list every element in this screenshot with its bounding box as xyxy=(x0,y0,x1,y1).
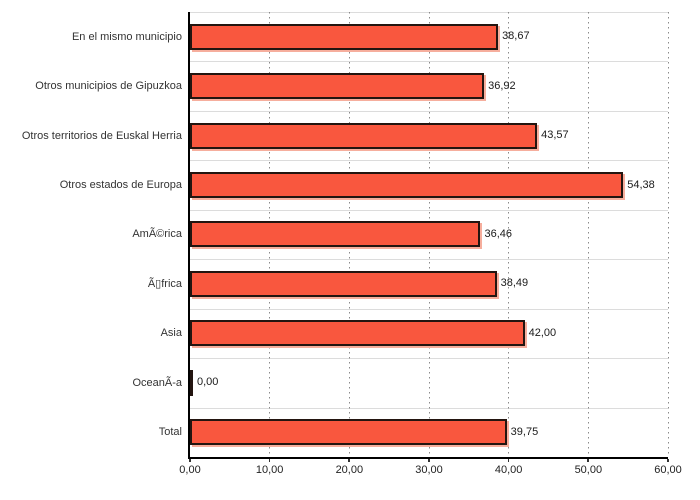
bar-value-label: 54,38 xyxy=(627,178,655,191)
x-axis-line xyxy=(188,457,668,459)
bar-row: 54,38 xyxy=(190,160,668,209)
bar-row: 0,00 xyxy=(190,358,668,407)
bar-value-label: 42,00 xyxy=(528,326,557,339)
bar-row: 38,49 xyxy=(190,259,668,308)
bar xyxy=(190,221,481,248)
bar xyxy=(190,73,485,100)
x-tick-label: 10,00 xyxy=(255,464,284,476)
x-tick-mark xyxy=(587,459,589,462)
x-tick-mark xyxy=(348,459,350,462)
x-tick-label: 20,00 xyxy=(335,464,364,476)
bar-row: 36,92 xyxy=(190,61,668,110)
bar-row: 36,46 xyxy=(190,210,668,259)
bar-value-label: 36,46 xyxy=(484,227,512,240)
gridline xyxy=(508,12,510,457)
gridline xyxy=(667,12,669,457)
gridline xyxy=(587,12,589,457)
category-label: Ã▯frica xyxy=(147,278,182,291)
bar-row: 38,67 xyxy=(190,12,668,61)
x-tick-label: 50,00 xyxy=(574,464,603,476)
x-tick-label: 60,00 xyxy=(654,464,682,476)
x-tick-label: 40,00 xyxy=(494,464,523,476)
x-tick-mark xyxy=(507,459,510,462)
x-tick-mark xyxy=(428,459,430,462)
x-tick-mark xyxy=(189,459,191,462)
category-label: Total xyxy=(158,426,182,439)
bar xyxy=(190,23,499,50)
bar-value-label: 38,67 xyxy=(502,30,530,43)
y-axis-line xyxy=(188,12,190,459)
bar-row: 42,00 xyxy=(190,309,668,358)
bar-value-label: 43,57 xyxy=(541,129,569,142)
bar-row: 39,75 xyxy=(190,408,668,457)
x-tick-mark xyxy=(268,459,271,462)
bar-row: 43,57 xyxy=(190,111,668,160)
category-label: En el mismo municipio xyxy=(71,30,182,43)
category-label: AmÃ©rica xyxy=(132,228,182,241)
category-label: Asia xyxy=(160,327,182,340)
category-label: OceanÃ-a xyxy=(132,376,182,389)
x-tick-mark xyxy=(667,459,669,462)
category-label: Otros estados de Europa xyxy=(59,179,182,192)
bar-value-label: 36,92 xyxy=(488,79,516,92)
bar xyxy=(190,369,193,396)
bar xyxy=(190,270,497,297)
x-tick-label: 0,00 xyxy=(179,464,201,476)
bar-value-label: 38,49 xyxy=(500,277,529,290)
bar-value-label: 39,75 xyxy=(510,425,539,438)
category-label: Otros territorios de Euskal Herria xyxy=(21,129,182,142)
category-label: Otros municipios de Gipuzkoa xyxy=(35,80,182,93)
bar xyxy=(190,419,507,446)
bar xyxy=(190,122,538,149)
bar xyxy=(190,172,624,199)
x-tick-label: 30,00 xyxy=(415,464,443,476)
bar-value-label: 0,00 xyxy=(197,376,219,389)
plot-area: 38,67 36,92 43,57 54,38 36,46 38,49 42,00 0,00 3… xyxy=(190,12,669,457)
bar xyxy=(190,320,525,347)
